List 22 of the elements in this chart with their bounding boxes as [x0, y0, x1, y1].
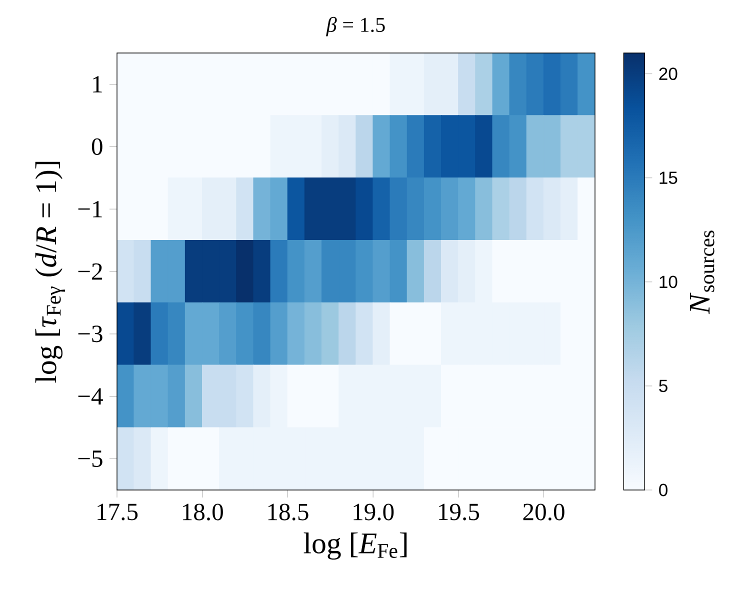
- x-axis-title: log [E$_{Fe}$]: [304, 532, 407, 560]
- x-tick-label: 18.5: [268, 504, 308, 520]
- color-bar-title: N$_{sources}$: [690, 230, 714, 314]
- y-tick-label: −5: [78, 450, 102, 467]
- y-tick-label: −4: [78, 388, 103, 404]
- color-bar-label: 0: [659, 484, 668, 496]
- color-bar-label: 20: [659, 68, 678, 80]
- y-tick-label: −1: [78, 200, 102, 218]
- color-bar-label: 15: [660, 172, 678, 184]
- x-tick-label: 19.5: [439, 504, 480, 520]
- y-tick-label: −3: [78, 326, 102, 342]
- color-bar-label: 10: [660, 276, 678, 288]
- y-tick-label: 0: [92, 138, 102, 155]
- chart-title: β = 1.5: [326, 16, 385, 36]
- x-tick-label: 17.5: [98, 504, 138, 520]
- x-tick-label: 18.0: [182, 504, 223, 520]
- y-tick-label: −2: [78, 263, 102, 280]
- x-tick-label: 19.0: [354, 504, 394, 520]
- color-bar-label: 5: [659, 380, 668, 392]
- y-axis-title: log [τ$_{Feγ}$ (d/R = 1)]: [35, 162, 66, 383]
- x-tick-label: 20.0: [523, 504, 564, 520]
- y-tick-label: 1: [93, 76, 102, 92]
